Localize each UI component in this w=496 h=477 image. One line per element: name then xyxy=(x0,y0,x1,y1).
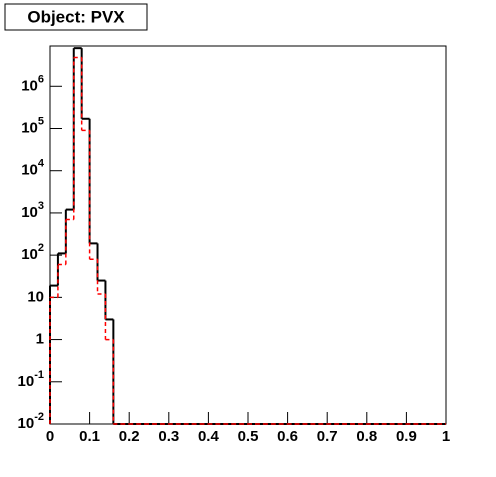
y-tick-label: 106 xyxy=(21,73,44,94)
y-tick-exponent: 6 xyxy=(38,73,44,85)
y-tick-base: 10 xyxy=(18,373,35,390)
y-tick-base: 10 xyxy=(21,204,38,221)
y-tick-label: 105 xyxy=(21,115,44,136)
x-tick-label: 0.6 xyxy=(277,428,298,445)
y-tick-exponent: 3 xyxy=(38,200,44,212)
y-tick-base: 10 xyxy=(21,162,38,179)
y-tick-label: 102 xyxy=(21,242,44,263)
y-tick-label: 10-1 xyxy=(18,369,44,390)
y-tick-label: 1 xyxy=(36,331,44,348)
x-tick-label: 1 xyxy=(442,428,450,445)
x-tick-label: 0.7 xyxy=(317,428,338,445)
y-tick-base: 10 xyxy=(21,246,38,263)
title-box xyxy=(4,3,148,31)
chart-title: Object: PVX xyxy=(27,7,125,26)
y-tick-label: 104 xyxy=(21,158,45,179)
x-tick-label: 0 xyxy=(46,428,54,445)
y-tick-exponent: -2 xyxy=(34,411,44,423)
x-tick-label: 0.2 xyxy=(119,428,140,445)
y-tick-base: 10 xyxy=(21,119,38,136)
x-tick-label: 0.4 xyxy=(198,428,220,445)
y-tick-label: 103 xyxy=(21,200,44,221)
x-tick-label: 0.9 xyxy=(396,428,417,445)
y-tick-label: 10 xyxy=(27,288,44,305)
y-tick-exponent: 4 xyxy=(38,158,45,170)
y-tick-label: 10-2 xyxy=(18,411,44,432)
y-tick-base: 10 xyxy=(21,77,38,94)
x-tick-label: 0.8 xyxy=(356,428,377,445)
y-tick-base: 10 xyxy=(18,415,35,432)
plot-frame xyxy=(49,45,447,425)
x-tick-label: 0.1 xyxy=(79,428,100,445)
x-tick-label: 0.3 xyxy=(158,428,179,445)
y-tick-exponent: -1 xyxy=(34,369,44,381)
y-tick-exponent: 2 xyxy=(38,242,44,254)
y-tick-exponent: 5 xyxy=(38,115,44,127)
x-tick-label: 0.5 xyxy=(238,428,259,445)
